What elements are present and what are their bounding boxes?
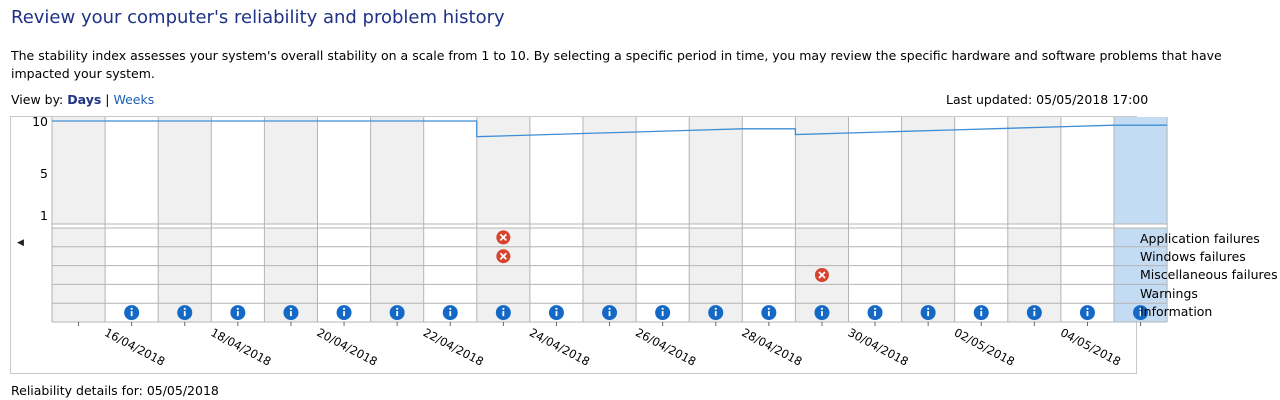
reliability-chart — [10, 116, 1137, 374]
page-description: The stability index assesses your system… — [11, 48, 1222, 81]
view-by-label: View by: — [11, 92, 64, 107]
view-days-link[interactable]: Days — [67, 92, 102, 107]
left-arrow-icon[interactable]: ◀ — [17, 238, 24, 248]
view-by-selector: View by: Days | Weeks — [11, 92, 154, 107]
legend-warnings: Warnings — [1140, 286, 1198, 301]
view-separator: | — [105, 92, 110, 107]
page-title: Review your computer's reliability and p… — [11, 7, 505, 28]
legend-miscellaneous-failures: Miscellaneous failures — [1140, 267, 1278, 282]
view-weeks-link[interactable]: Weeks — [113, 92, 155, 107]
right-arrow-icon[interactable]: ▶ — [1122, 238, 1129, 248]
legend-information: Information — [1140, 304, 1213, 319]
last-updated: Last updated: 05/05/2018 17:00 — [946, 92, 1149, 107]
legend-windows-failures: Windows failures — [1140, 249, 1246, 264]
legend-application-failures: Application failures — [1140, 231, 1260, 246]
reliability-details-label: Reliability details for: 05/05/2018 — [11, 383, 219, 398]
